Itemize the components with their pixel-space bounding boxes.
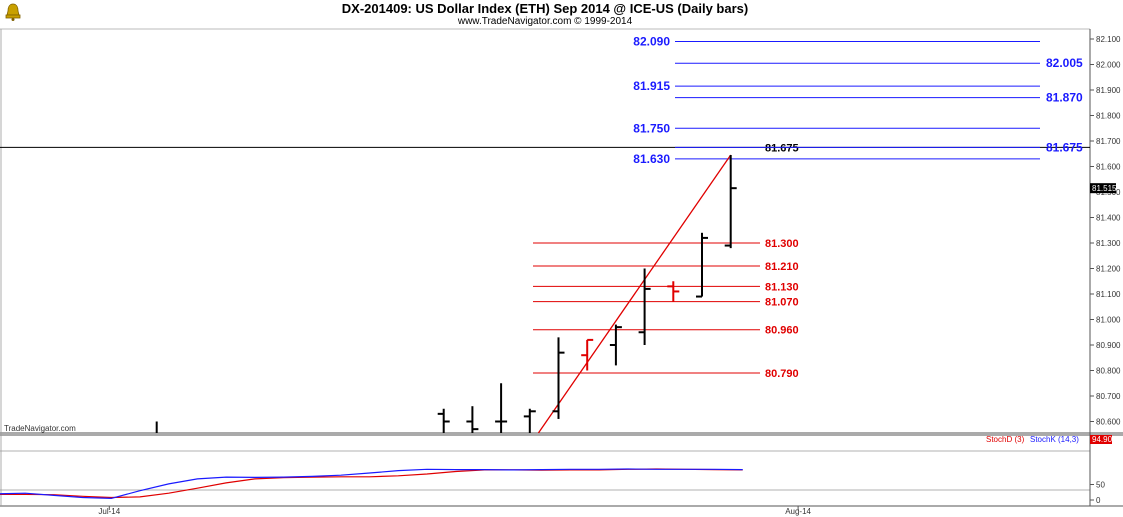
chart-frame <box>0 28 1123 507</box>
legend-stochd: StochD (3) <box>986 435 1025 444</box>
y-tick-label: 81.300 <box>1096 239 1121 248</box>
stochastic-panel: 50 0 StochD (3) StochK (14,3) 94.90 <box>0 435 1113 505</box>
x-axis: Jul-14 Aug-14 <box>98 506 812 516</box>
y-tick-label: 81.200 <box>1096 265 1121 274</box>
ohlc-bar <box>696 232 708 298</box>
y-tick-label: 81.600 <box>1096 163 1121 172</box>
blue-levels: 82.090 81.915 81.750 81.630 82.005 81.870 81.6… <box>633 35 1083 166</box>
last-price-badge <box>1090 183 1116 194</box>
y-tick-label: 81.000 <box>1096 316 1121 325</box>
ohlc-bar <box>638 268 651 345</box>
blue-level-label: 82.090 <box>633 35 670 49</box>
chart-subtitle: www.TradeNavigator.com © 1999-2014 <box>457 16 633 27</box>
trendline <box>537 154 732 434</box>
stoch-series-line <box>0 468 743 500</box>
legend-stochk: StochK (14,3) <box>1030 435 1079 444</box>
reference-line-label: 81.675 <box>765 142 799 154</box>
y-tick-label: 80.800 <box>1096 367 1121 376</box>
y-tick-label: 82.000 <box>1096 61 1121 70</box>
red-level-label: 81.300 <box>765 238 799 250</box>
ohlc-bars <box>155 155 737 433</box>
y-tick-label: 80.900 <box>1096 341 1121 350</box>
chart-title: DX-201409: US Dollar Index (ETH) Sep 201… <box>341 1 749 16</box>
blue-level-label: 81.915 <box>633 79 670 93</box>
red-level-label: 80.790 <box>765 368 799 380</box>
red-level-label: 81.070 <box>765 297 799 309</box>
y-tick-label: 81.100 <box>1096 290 1121 299</box>
ohlc-bar <box>466 406 479 433</box>
ohlc-bar <box>552 337 565 419</box>
blue-level-label: 82.005 <box>1046 56 1083 70</box>
last-price-label: 81.515 <box>1092 184 1117 193</box>
stoch-y-tick-label: 0 <box>1096 496 1101 505</box>
red-level-label: 81.210 <box>765 261 799 273</box>
ohlc-bar <box>495 383 508 433</box>
blue-level-label: 81.630 <box>633 152 670 166</box>
red-level-label: 80.960 <box>765 325 799 337</box>
y-tick-label: 80.700 <box>1096 392 1121 401</box>
blue-level-label: 81.675 <box>1046 140 1083 154</box>
x-tick-label: Aug-14 <box>785 507 811 516</box>
price-y-axis: 82.100 82.000 81.900 81.800 81.700 81.600 81.5… <box>1090 35 1121 427</box>
ohlc-bar <box>609 324 622 366</box>
ohlc-bar <box>581 338 594 371</box>
red-levels: 81.300 81.210 81.130 81.070 80.960 80.790 <box>533 238 799 380</box>
watermark-text: TradeNavigator.com <box>4 424 76 433</box>
stoch-value-badge <box>1090 435 1112 444</box>
blue-level-label: 81.870 <box>1046 91 1083 105</box>
y-tick-label: 81.400 <box>1096 214 1121 223</box>
stoch-y-tick-label: 50 <box>1096 481 1105 490</box>
red-level-label: 81.130 <box>765 281 799 293</box>
stoch-value-label: 94.90 <box>1092 435 1113 444</box>
ohlc-bar <box>523 408 536 433</box>
x-tick-label: Jul-14 <box>98 507 120 516</box>
ohlc-bar <box>724 155 737 249</box>
ohlc-bar <box>437 408 450 433</box>
blue-level-label: 81.750 <box>633 121 670 135</box>
y-tick-label: 81.700 <box>1096 137 1121 146</box>
bell-logo-icon <box>5 3 21 21</box>
y-tick-label: 80.600 <box>1096 418 1121 427</box>
y-tick-label: 81.900 <box>1096 86 1121 95</box>
y-tick-label: 81.800 <box>1096 112 1121 121</box>
y-tick-label: 82.100 <box>1096 35 1121 44</box>
ohlc-bar <box>667 281 680 302</box>
